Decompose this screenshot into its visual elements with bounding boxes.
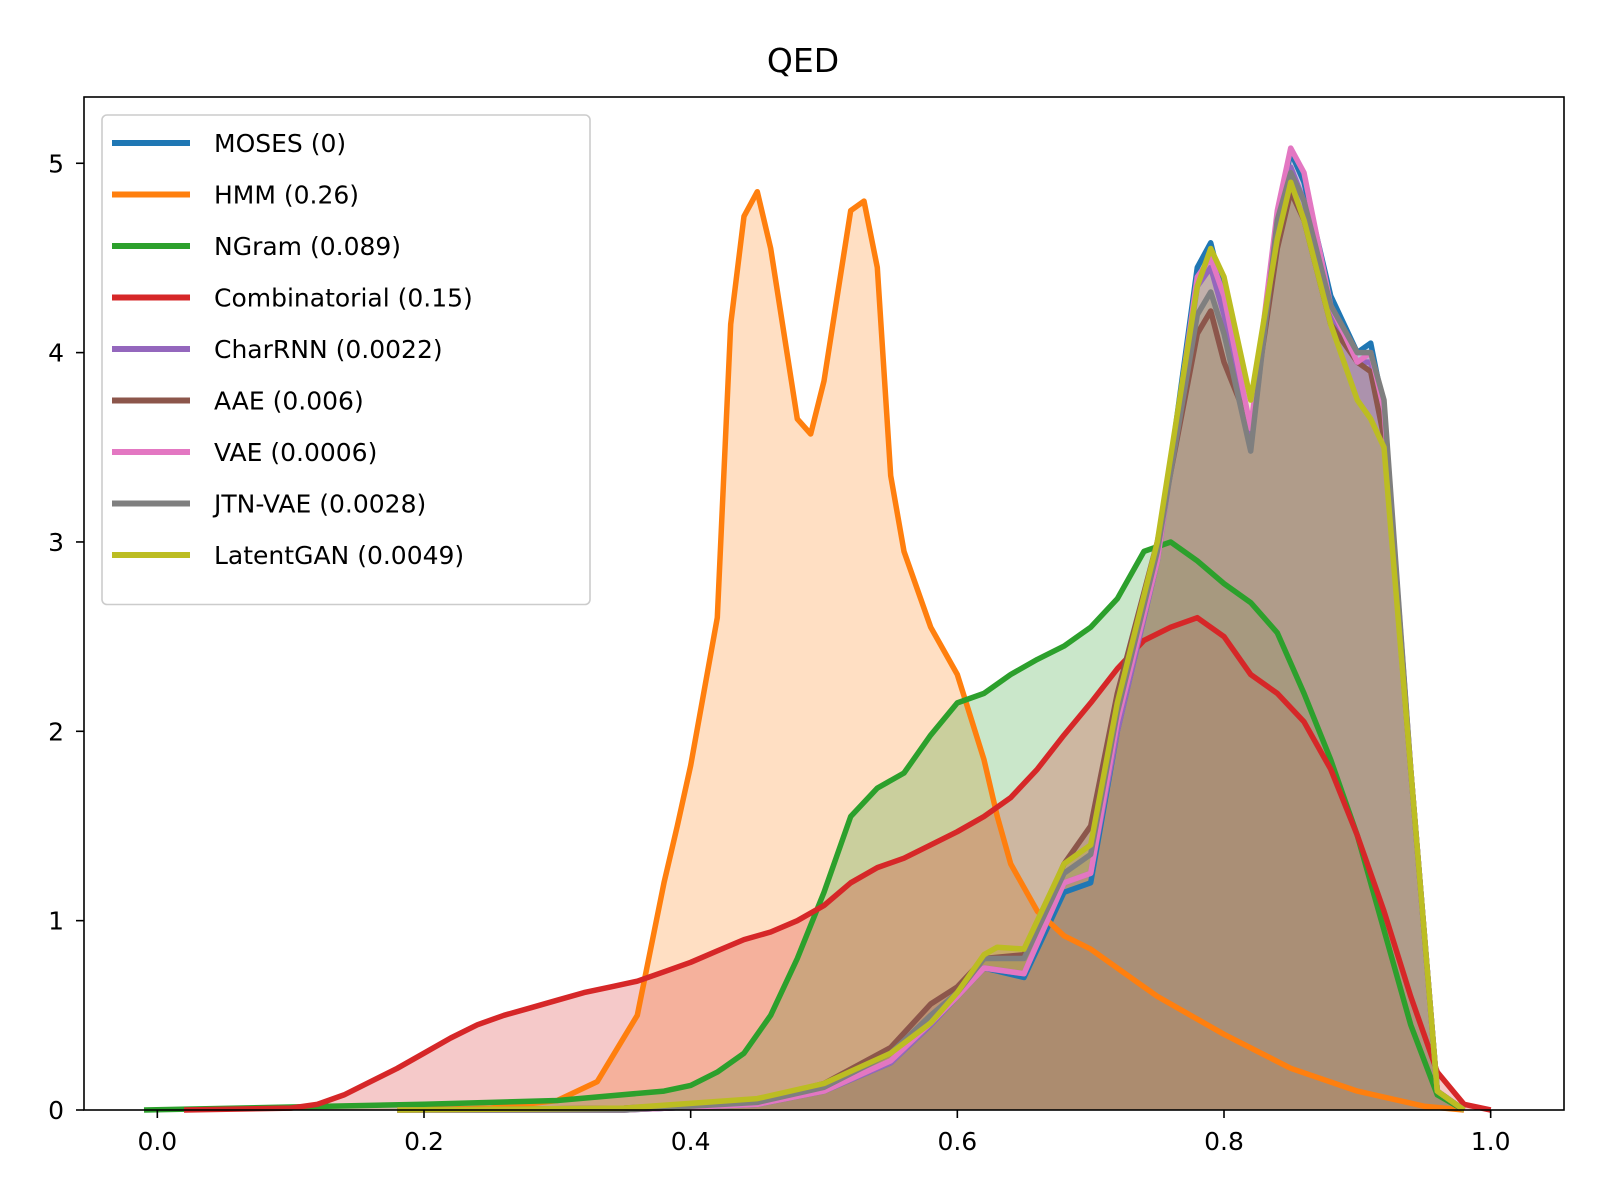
series-fill-5 [397, 191, 1464, 1110]
series-layer [143, 145, 1492, 1113]
y-tick-label-0: 0 [48, 1096, 64, 1125]
x-tick-label-0: 0.0 [137, 1127, 177, 1156]
x-tick-label-5: 1.0 [1471, 1127, 1511, 1156]
series-fill-4 [397, 167, 1464, 1111]
x-tick-label-3: 0.6 [937, 1127, 977, 1156]
x-tick-label-1: 0.2 [404, 1127, 444, 1156]
legend-label-0: MOSES (0) [214, 129, 346, 158]
series-fill-0 [397, 151, 1464, 1110]
x-tick-label-4: 0.8 [1204, 1127, 1244, 1156]
legend-label-8: LatentGAN (0.0049) [214, 541, 464, 570]
legend-label-5: AAE (0.006) [214, 387, 364, 416]
series-line-3 [183, 614, 1492, 1113]
series-line-1 [397, 188, 1465, 1113]
legend-label-6: VAE (0.0006) [214, 438, 377, 467]
x-tick-label-2: 0.4 [671, 1127, 711, 1156]
series-fill-8 [397, 182, 1464, 1110]
series-fill-7 [397, 172, 1464, 1110]
series-line-8 [397, 179, 1466, 1113]
y-tick-label-4: 4 [48, 339, 64, 368]
legend-label-1: HMM (0.26) [214, 181, 359, 210]
legend-label-7: JTN-VAE (0.0028) [212, 490, 426, 519]
axes-layer: 0.0 0.2 0.4 0.6 0.8 1.0 0 1 2 3 4 5 [48, 149, 1510, 1156]
legend-label-4: CharRNN (0.0022) [214, 335, 443, 364]
legend-label-3: Combinatorial (0.15) [214, 284, 473, 313]
series-line-2 [143, 539, 1466, 1113]
legend: MOSES (0) HMM (0.26) NGram (0.089) Combinat… [101, 114, 591, 606]
y-tick-label-5: 5 [48, 149, 64, 178]
series-fill-1 [397, 191, 1464, 1110]
legend-box [101, 114, 591, 606]
series-fill-6 [397, 148, 1464, 1111]
y-tick-label-2: 2 [48, 717, 64, 746]
series-fill-3 [184, 617, 1491, 1110]
legend-label-2: NGram (0.089) [214, 232, 401, 261]
series-line-5 [397, 188, 1466, 1113]
plot-frame [83, 96, 1565, 1111]
y-tick-label-3: 3 [48, 528, 64, 557]
y-tick-label-1: 1 [48, 907, 64, 936]
series-line-6 [397, 145, 1466, 1113]
series-fill-2 [144, 542, 1464, 1110]
chart-title: QED [767, 41, 839, 80]
